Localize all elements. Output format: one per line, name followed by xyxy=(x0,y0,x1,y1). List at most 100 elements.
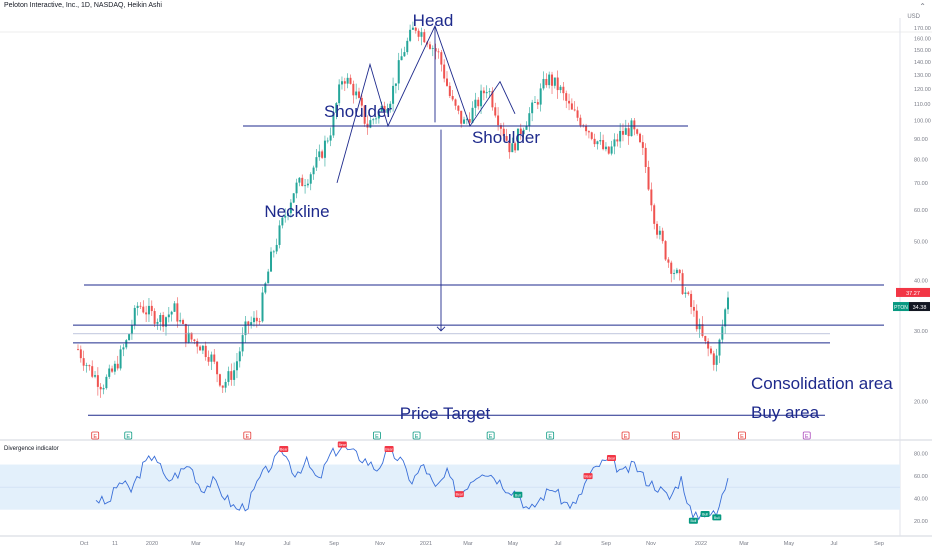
earnings-icon-label: E xyxy=(624,434,628,440)
candle-body xyxy=(451,95,454,100)
candle-body xyxy=(247,321,250,326)
candle-body xyxy=(162,315,165,327)
time-tick-label: Oct xyxy=(80,541,89,547)
candle-body xyxy=(454,99,457,106)
candle-body xyxy=(477,99,480,107)
candle-body xyxy=(264,283,267,293)
candle-body xyxy=(284,215,287,218)
price-tick-label: 80.00 xyxy=(914,158,928,164)
candle-body xyxy=(301,177,304,187)
candle-body xyxy=(298,177,301,183)
candle-body xyxy=(375,118,378,120)
price-tick-label: 160.00 xyxy=(914,37,931,43)
candle-body xyxy=(443,64,446,79)
candle-body xyxy=(380,105,383,112)
divergence-tag-label: Bull xyxy=(702,512,708,516)
price-tick-label: 110.00 xyxy=(914,102,930,108)
candle-body xyxy=(394,83,397,86)
candle-body xyxy=(678,269,681,274)
earnings-icon xyxy=(373,431,381,440)
candle-body xyxy=(647,166,650,190)
candle-body xyxy=(633,120,636,130)
candle-body xyxy=(292,193,295,203)
candle-body xyxy=(465,119,468,120)
earnings-icon-label: E xyxy=(740,434,744,440)
candle-body xyxy=(306,183,309,186)
candle-body xyxy=(250,322,253,326)
candle-body xyxy=(179,320,182,322)
divergence-tag-label: Bull xyxy=(515,493,521,497)
candle-body xyxy=(287,213,290,216)
candle-body xyxy=(392,85,395,104)
candle-body xyxy=(199,346,202,351)
earnings-icon xyxy=(412,431,421,440)
candle-body xyxy=(468,119,471,123)
candle-body xyxy=(653,205,656,224)
candle-body xyxy=(440,52,443,65)
candle-body xyxy=(147,305,150,315)
candle-body xyxy=(718,339,721,356)
candle-body xyxy=(94,375,97,377)
price-tick-label: 90.00 xyxy=(914,137,928,143)
candle-body xyxy=(619,130,622,142)
candle-body xyxy=(528,113,531,126)
candle-body xyxy=(383,105,386,113)
divergence-tag xyxy=(712,514,722,521)
candle-body xyxy=(576,110,579,118)
target-arrow-head xyxy=(436,326,446,332)
candle-body xyxy=(698,324,701,330)
candle-body xyxy=(340,81,343,85)
candle-body xyxy=(428,44,431,49)
time-tick-label: Sep xyxy=(874,541,884,547)
candle-body xyxy=(235,361,238,371)
candle-body xyxy=(664,241,667,260)
earnings-icon-label: E xyxy=(375,434,379,440)
candle-body xyxy=(565,93,568,101)
earnings-icon xyxy=(671,431,680,440)
candle-body xyxy=(108,368,111,377)
earnings-icon xyxy=(91,431,100,440)
candle-body xyxy=(519,128,522,135)
consolidation-label: Consolidation area xyxy=(751,374,893,393)
candle-body xyxy=(658,230,661,235)
candle-body xyxy=(406,40,409,53)
candle-body xyxy=(423,32,426,43)
candle-body xyxy=(692,306,695,311)
candle-body xyxy=(153,311,156,324)
candle-body xyxy=(724,309,727,327)
earnings-icon-label: E xyxy=(126,434,130,440)
time-tick-label: 2022 xyxy=(695,541,707,547)
candle-body xyxy=(258,321,261,323)
price-tick-label: 20.00 xyxy=(914,400,928,406)
chevron-up-icon[interactable]: ⌃ xyxy=(919,2,926,11)
candle-body xyxy=(85,365,88,366)
candle-body xyxy=(167,314,170,318)
candle-body xyxy=(329,135,332,141)
candle-body xyxy=(448,85,451,96)
candle-body xyxy=(602,140,605,150)
divergence-tag xyxy=(700,510,710,517)
earnings-icon xyxy=(243,431,252,440)
candle-body xyxy=(105,376,108,389)
divergence-tag-label: Bear xyxy=(584,475,592,479)
candle-body xyxy=(488,91,491,93)
candle-body xyxy=(670,262,673,274)
candle-body xyxy=(227,371,230,382)
candle-body xyxy=(599,140,602,142)
candle-body xyxy=(420,32,423,37)
candle-body xyxy=(491,91,494,108)
divergence-tag xyxy=(606,455,616,462)
candle-body xyxy=(570,103,573,110)
candle-body xyxy=(312,167,315,175)
candle-body xyxy=(130,325,133,335)
candle-body xyxy=(553,77,556,86)
earnings-icon-label: E xyxy=(674,434,678,440)
divergence-tag-label: Bear xyxy=(456,493,464,497)
candle-body xyxy=(389,103,392,109)
candle-body xyxy=(88,365,91,367)
candle-body xyxy=(568,100,571,104)
candle-body xyxy=(122,347,125,350)
candle-body xyxy=(116,363,119,369)
price-tick-label: 100.00 xyxy=(914,119,931,125)
